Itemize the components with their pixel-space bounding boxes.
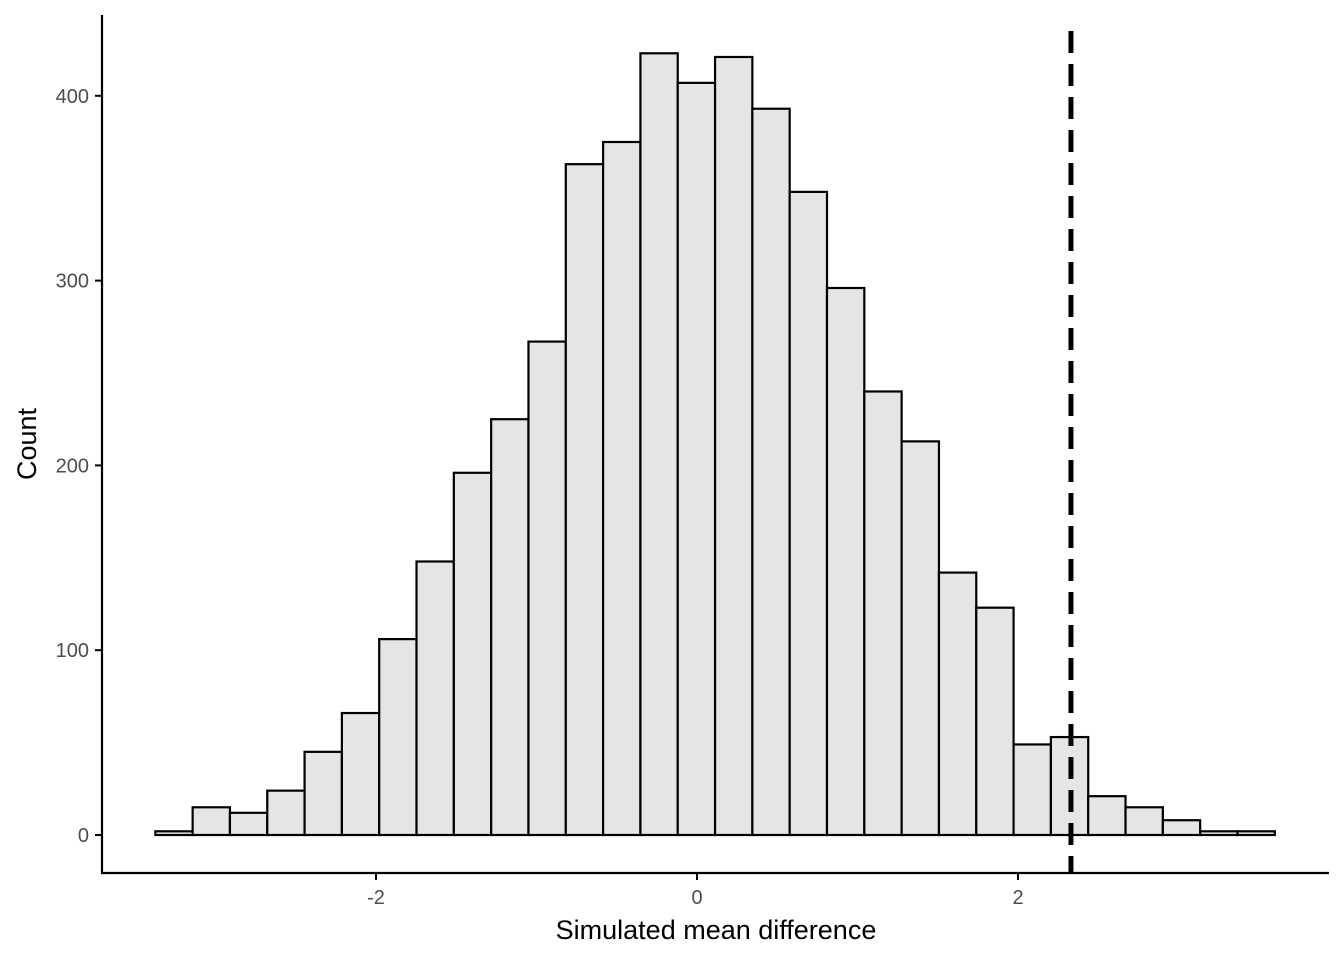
histogram-bar <box>490 418 530 837</box>
x-ticks: -2 0 2 <box>367 873 1024 909</box>
y-axis-title: Count <box>12 407 42 480</box>
histogram-bars <box>154 52 1276 837</box>
histogram-bar <box>639 52 679 837</box>
y-tick-label: 300 <box>56 271 89 293</box>
histogram-bar <box>900 440 941 837</box>
histogram-bar <box>303 750 343 837</box>
axes <box>100 15 1329 875</box>
histogram-bar <box>863 390 903 837</box>
histogram-bar <box>228 811 269 837</box>
y-tick-label: 400 <box>56 86 89 108</box>
histogram-bar <box>751 107 791 837</box>
histogram-bar <box>975 606 1015 837</box>
histogram-bar <box>937 571 978 837</box>
histogram-bar <box>602 140 642 837</box>
histogram-bar <box>1012 743 1053 837</box>
x-tick-label: -2 <box>367 887 385 909</box>
y-tick-label: 100 <box>56 640 89 662</box>
x-tick-label: 0 <box>691 887 702 909</box>
histogram-bar <box>1199 830 1239 837</box>
histogram-bar <box>1124 806 1164 837</box>
histogram-bar <box>415 560 455 837</box>
histogram-bar <box>1049 735 1090 837</box>
histogram-bar <box>191 806 232 837</box>
histogram-bar <box>378 638 418 837</box>
histogram-bar <box>340 711 381 837</box>
histogram-bar <box>825 286 866 837</box>
y-ticks: 0 100 200 300 400 <box>56 86 102 847</box>
histogram-bar <box>1236 830 1276 837</box>
y-tick-label: 0 <box>78 825 89 847</box>
histogram-bar <box>564 163 605 837</box>
histogram-bar <box>713 55 754 837</box>
x-tick-label: 2 <box>1012 887 1023 909</box>
histogram-bar <box>527 340 567 837</box>
histogram-bar <box>154 830 194 837</box>
histogram-bar <box>1087 795 1127 837</box>
histogram-bar <box>1161 819 1202 837</box>
histogram-bar <box>788 190 829 837</box>
histogram-bar <box>452 471 493 837</box>
histogram-bar <box>676 81 717 837</box>
y-tick-label: 200 <box>56 455 89 477</box>
x-axis-title: Simulated mean difference <box>556 915 877 945</box>
histogram-bar <box>266 789 306 837</box>
